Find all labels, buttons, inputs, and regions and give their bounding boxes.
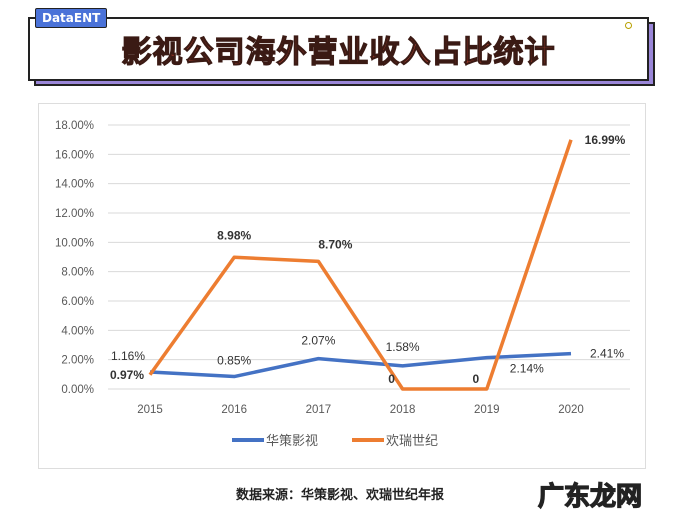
legend-label: 华策影视 — [266, 433, 318, 449]
y-tick-label: 16.00% — [55, 149, 94, 161]
brand-tag: DataENT — [35, 8, 108, 28]
y-tick-label: 2.00% — [61, 355, 94, 367]
y-tick-label: 12.00% — [55, 208, 94, 220]
x-tick-label: 2020 — [558, 404, 584, 416]
data-label: 1.16% — [111, 349, 145, 363]
data-label: 2.07% — [301, 334, 335, 348]
x-tick-label: 2019 — [474, 404, 500, 416]
data-label: 8.70% — [318, 237, 352, 251]
data-label: 0.85% — [217, 354, 251, 368]
y-tick-label: 6.00% — [61, 296, 94, 308]
data-label: 0 — [388, 372, 395, 386]
data-label: 16.99% — [585, 133, 626, 147]
legend-label: 欢瑞世纪 — [386, 434, 438, 449]
data-label: 0.97% — [110, 368, 144, 382]
x-tick-label: 2017 — [306, 404, 332, 416]
data-label: 8.98% — [217, 228, 251, 242]
x-tick-label: 2015 — [137, 404, 163, 416]
watermark-logo: 广东龙网 — [537, 481, 643, 512]
decor-dot-icon — [625, 22, 632, 29]
data-label: 2.41% — [590, 347, 624, 361]
y-tick-label: 18.00% — [55, 120, 94, 132]
y-tick-label: 0.00% — [61, 384, 94, 396]
data-label: 1.58% — [386, 340, 420, 354]
series-line-huace — [149, 351, 572, 379]
y-tick-label: 10.00% — [55, 237, 94, 249]
title-banner: 影视公司海外营业收入占比统计 — [28, 17, 649, 81]
y-tick-label: 4.00% — [61, 325, 94, 337]
y-tick-label: 8.00% — [61, 267, 94, 279]
x-tick-label: 2016 — [221, 404, 247, 416]
source-note: 数据来源：华策影视、欢瑞世纪年报 — [235, 488, 444, 503]
series-line-huanrui — [148, 139, 573, 391]
x-tick-label: 2018 — [390, 404, 416, 416]
chart-frame — [38, 103, 646, 469]
data-label: 0 — [472, 372, 479, 386]
y-tick-label: 14.00% — [55, 179, 94, 191]
chart-title: 影视公司海外营业收入占比统计 — [121, 34, 556, 70]
data-label: 2.14% — [510, 362, 544, 376]
